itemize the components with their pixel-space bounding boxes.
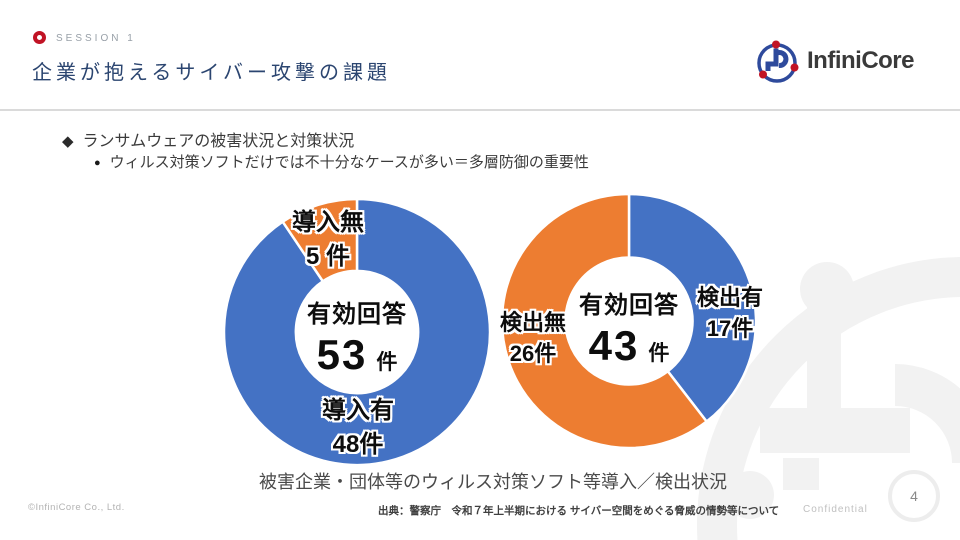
slice-label-installed: 導入有 48件 — [293, 394, 423, 461]
donut-chart-2-plot — [500, 192, 758, 450]
logo-wordmark: InfiniCore — [807, 47, 915, 74]
slice-label-not-installed: 導入無 5 件 — [263, 206, 393, 273]
bullet-level2: ● ウィルス対策ソフトだけでは不十分なケースが多い＝多層防御の重要性 — [94, 151, 589, 172]
donut-2-center-title: 有効回答 — [579, 292, 679, 319]
slice-label-not-detected: 検出無 26件 — [468, 308, 598, 370]
bullet-level1: ◆ ランサムウェアの被害状況と対策状況 — [62, 127, 354, 151]
slice-label-value: 5 件 — [305, 242, 350, 270]
slice-label-text: 導入有 — [322, 397, 394, 424]
diamond-bullet-icon: ◆ — [62, 133, 74, 150]
session-ring-icon — [33, 31, 46, 44]
donut-1-center-value: 53 — [316, 331, 368, 378]
donut-2-center-label: 有効回答 43 件 — [501, 285, 757, 370]
donut-1-center-label: 有効回答 53 件 — [223, 294, 491, 379]
page-title: 企業が抱えるサイバー攻撃の課題 — [32, 62, 391, 84]
copyright: ©InfiniCore Co., Ltd. — [28, 502, 125, 513]
circle-bullet-icon: ● — [94, 157, 101, 169]
confidential-label: Confidential — [803, 504, 868, 515]
chart-caption: 被害企業・団体等のウィルス対策ソフト等導入／検出状況 — [259, 472, 727, 492]
donut-slice-検出有 — [627, 192, 758, 423]
donut-2-center-unit: 件 — [648, 342, 670, 365]
infinicore-logo-icon — [757, 40, 799, 83]
slice-label-text: 導入無 — [292, 209, 364, 236]
slice-label-value: 17件 — [706, 315, 754, 341]
donut-1-center-unit: 件 — [376, 351, 398, 374]
donut-chart-1-plot — [222, 197, 492, 467]
donut-chart-detection: 有効回答 43 件 検出有 17件 検出無 26件 — [500, 192, 763, 450]
donut-slice-検出無 — [500, 192, 708, 450]
bullet-level2-text: ウィルス対策ソフトだけでは不十分なケースが多い＝多層防御の重要性 — [109, 154, 589, 171]
bullet-level1-text: ランサムウェアの被害状況と対策状況 — [82, 133, 355, 150]
slice-label-detected: 検出有 17件 — [665, 283, 795, 345]
slice-label-text: 検出有 — [696, 285, 763, 310]
donut-slice-導入無 — [281, 197, 359, 283]
source-citation: 出典：警察庁 令和７年上半期における サイバー空間をめぐる脅威の情勢等について — [378, 505, 780, 517]
logo-watermark-icon — [697, 257, 960, 540]
slice-label-text: 検出無 — [499, 310, 566, 335]
page-number: 4 — [910, 488, 918, 504]
slice-label-value: 48件 — [332, 430, 384, 458]
donut-slice-導入有 — [222, 197, 492, 467]
company-logo: InfiniCore — [752, 36, 915, 86]
donut-chart-installation: 有効回答 53 件 導入無 5 件 導入有 48件 — [222, 197, 492, 467]
session-label: SESSION 1 — [56, 33, 136, 44]
header-divider — [0, 109, 960, 111]
donut-1-center-title: 有効回答 — [307, 301, 407, 328]
donut-2-center-value: 43 — [588, 322, 640, 369]
page-number-badge: 4 — [888, 470, 940, 522]
slice-label-value: 26件 — [509, 340, 557, 366]
